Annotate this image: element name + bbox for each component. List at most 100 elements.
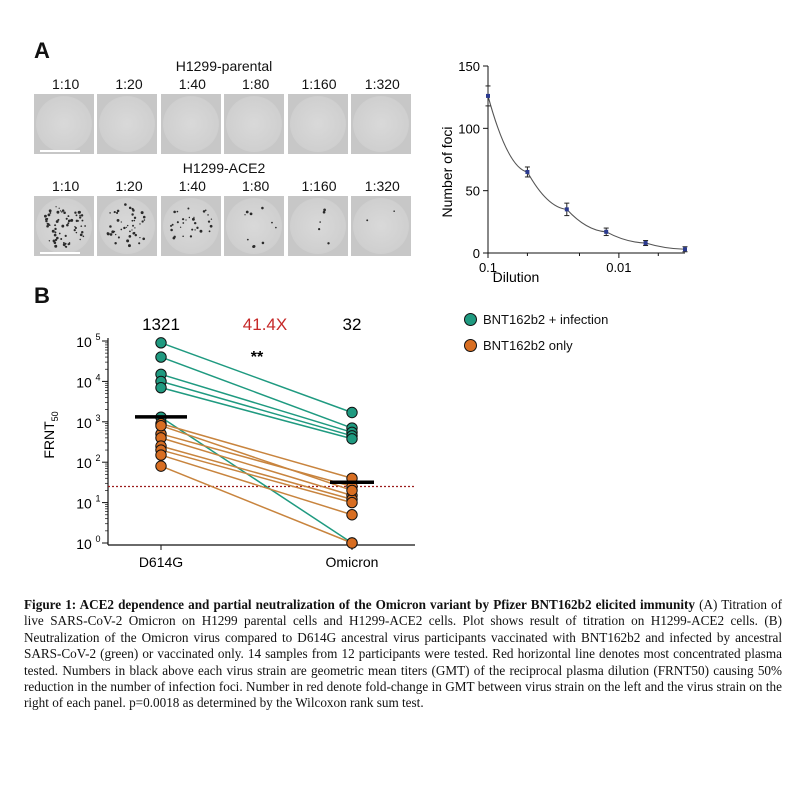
- focus-dot: [244, 214, 246, 216]
- scale-bar: [40, 150, 80, 152]
- pair-line: [160, 356, 353, 429]
- focus-dot: [170, 228, 173, 232]
- focus-dot: [75, 219, 79, 223]
- caption-body: (A) Titration of live SARS-CoV-2 Omicron…: [24, 597, 783, 711]
- fold-change: 41.4X: [243, 315, 287, 334]
- focus-dot: [172, 236, 175, 240]
- panel-b-label: B: [34, 283, 50, 308]
- focus-dot: [193, 221, 197, 225]
- focus-dot: [366, 219, 369, 222]
- focus-dot: [202, 210, 206, 213]
- significance-marker: **: [251, 349, 264, 366]
- y-tick-exponent: 3: [95, 413, 100, 423]
- focus-dot: [189, 235, 192, 238]
- ace2-well-image: [224, 196, 285, 256]
- dilution-label: 1:20: [115, 178, 143, 194]
- ace2-well-image: [287, 196, 348, 256]
- caption-title: Figure 1: ACE2 dependence and partial ne…: [24, 597, 695, 612]
- focus-dot: [114, 242, 118, 245]
- focus-dot: [62, 241, 65, 244]
- focus-dot: [84, 225, 86, 227]
- scale-bar: [40, 252, 80, 254]
- focus-dot: [209, 224, 213, 228]
- focus-dot: [49, 212, 52, 214]
- legend-item-only: BNT162b2 only: [464, 334, 608, 356]
- orange-dot-icon: [464, 338, 477, 352]
- x-tick-label: 0.01: [606, 260, 631, 275]
- focus-dot: [46, 217, 49, 220]
- y-tick-label: 10: [76, 374, 92, 390]
- x-tick-label: D614G: [139, 554, 183, 570]
- parental-well-image: [287, 94, 348, 154]
- focus-dot: [117, 218, 120, 222]
- focus-dot: [51, 229, 55, 233]
- focus-dot: [275, 226, 277, 229]
- dilution-label: 1:80: [242, 76, 270, 92]
- focus-dot: [131, 229, 133, 231]
- focus-dot: [114, 210, 117, 214]
- focus-dot: [141, 211, 145, 215]
- focus-dot: [179, 226, 182, 228]
- focus-dot: [78, 216, 82, 219]
- focus-dot: [123, 226, 127, 230]
- curve-line: [487, 95, 686, 250]
- titration-marks: [485, 85, 688, 253]
- figure-caption: Figure 1: ACE2 dependence and partial ne…: [24, 597, 782, 712]
- pair-line: [160, 380, 353, 437]
- x-axis-title: Dilution: [493, 269, 540, 285]
- focus-dot: [81, 231, 84, 234]
- pair-line: [160, 437, 353, 497]
- y-axis-title: FRNT50: [41, 411, 60, 458]
- titration-axes: 0 50 100 150 0.1 0.01: [458, 59, 685, 275]
- focus-dot: [70, 218, 74, 222]
- ace2-well-image: [160, 196, 221, 256]
- focus-dot: [67, 219, 71, 223]
- data-point: [346, 484, 358, 497]
- y-tick-exponent: 2: [95, 453, 100, 463]
- focus-dot: [199, 229, 203, 233]
- focus-dot: [67, 215, 70, 218]
- focus-dot: [247, 238, 249, 241]
- parental-wells: [34, 94, 414, 154]
- focus-dot: [187, 207, 190, 210]
- focus-dot: [128, 244, 132, 248]
- legend: BNT162b2 + infection BNT162b2 only: [464, 308, 608, 356]
- data-point: [643, 241, 648, 246]
- pair-line: [160, 373, 353, 434]
- pair-line: [160, 386, 353, 440]
- y-tick-label: 10: [76, 455, 92, 471]
- focus-dot: [176, 221, 179, 224]
- x-tick-label: Omicron: [326, 554, 379, 570]
- focus-dot: [54, 231, 57, 234]
- data-point: [155, 449, 167, 461]
- focus-dot: [117, 209, 120, 213]
- pair-line: [160, 445, 353, 501]
- ace2-well-image: [97, 196, 158, 256]
- y-tick-label: 10: [76, 334, 92, 350]
- focus-dot: [185, 219, 187, 221]
- focus-dot: [110, 233, 113, 236]
- focus-dot: [138, 242, 141, 245]
- focus-dot: [131, 213, 135, 216]
- data-point: [486, 93, 490, 98]
- focus-dot: [75, 214, 78, 217]
- focus-dot: [56, 236, 59, 240]
- y-tick-label: 10: [76, 415, 92, 431]
- titration-chart: 0 50 100 150 0.1 0.01 Dilution Number of foci: [439, 59, 688, 285]
- focus-dot: [141, 220, 145, 223]
- data-point: [155, 420, 167, 432]
- data-point: [155, 337, 167, 349]
- pair-line: [160, 342, 353, 414]
- dilution-label: 1:160: [301, 76, 337, 92]
- focus-dot: [46, 222, 49, 225]
- focus-dot: [182, 235, 184, 238]
- focus-dot: [48, 209, 52, 213]
- focus-dot: [142, 237, 146, 241]
- focus-dot: [61, 211, 63, 213]
- data-point: [683, 247, 687, 252]
- focus-dot: [109, 212, 112, 214]
- focus-dot: [67, 222, 70, 225]
- focus-dot: [169, 224, 172, 227]
- focus-dot: [61, 224, 65, 228]
